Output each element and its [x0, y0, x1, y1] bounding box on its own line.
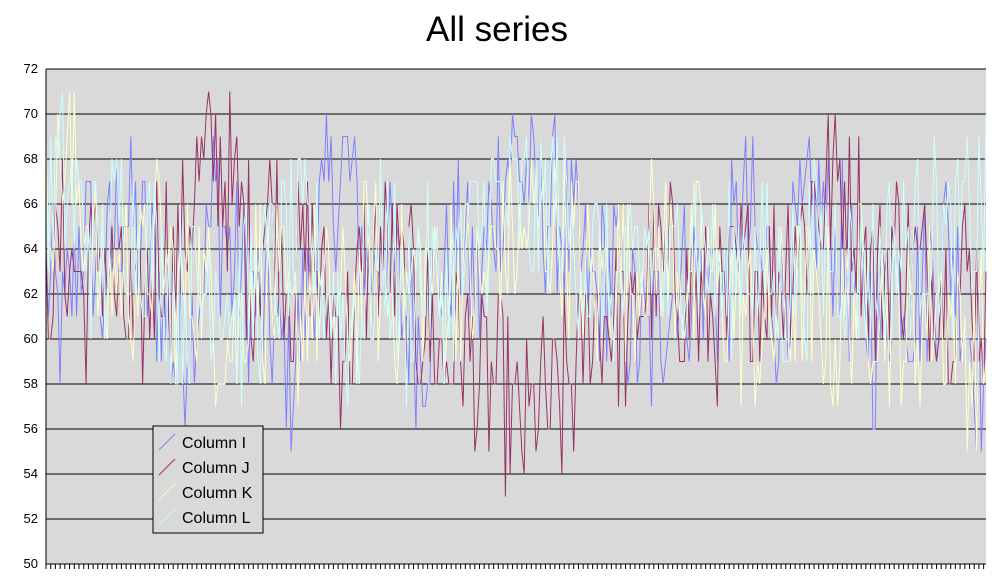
- y-tick-label: 72: [24, 61, 38, 76]
- y-tick-label: 50: [24, 556, 38, 571]
- legend-swatch-2: [158, 458, 176, 476]
- legend-label-1: Column I: [182, 435, 246, 452]
- y-tick-label: 60: [24, 331, 38, 346]
- legend-swatch-3: [158, 483, 176, 501]
- legend: [152, 425, 264, 534]
- series-line-2: [45, 91, 987, 497]
- y-tick-label: 58: [24, 376, 38, 391]
- legend-swatch-1: [158, 433, 176, 451]
- legend-label-2: Column J: [182, 460, 250, 477]
- y-tick-label: 64: [24, 241, 38, 256]
- y-tick-label: 54: [24, 466, 38, 481]
- series-line-4: [45, 91, 987, 407]
- legend-label-3: Column K: [182, 485, 253, 502]
- series-line-3: [45, 91, 987, 452]
- legend-swatch-4: [158, 508, 176, 526]
- chart-title: All series: [426, 10, 568, 49]
- y-tick-label: 52: [24, 511, 38, 526]
- y-tick-label: 66: [24, 196, 38, 211]
- y-tick-label: 68: [24, 151, 38, 166]
- y-tick-label: 62: [24, 286, 38, 301]
- y-tick-label: 70: [24, 106, 38, 121]
- legend-label-4: Column L: [182, 510, 251, 527]
- y-tick-label: 56: [24, 421, 38, 436]
